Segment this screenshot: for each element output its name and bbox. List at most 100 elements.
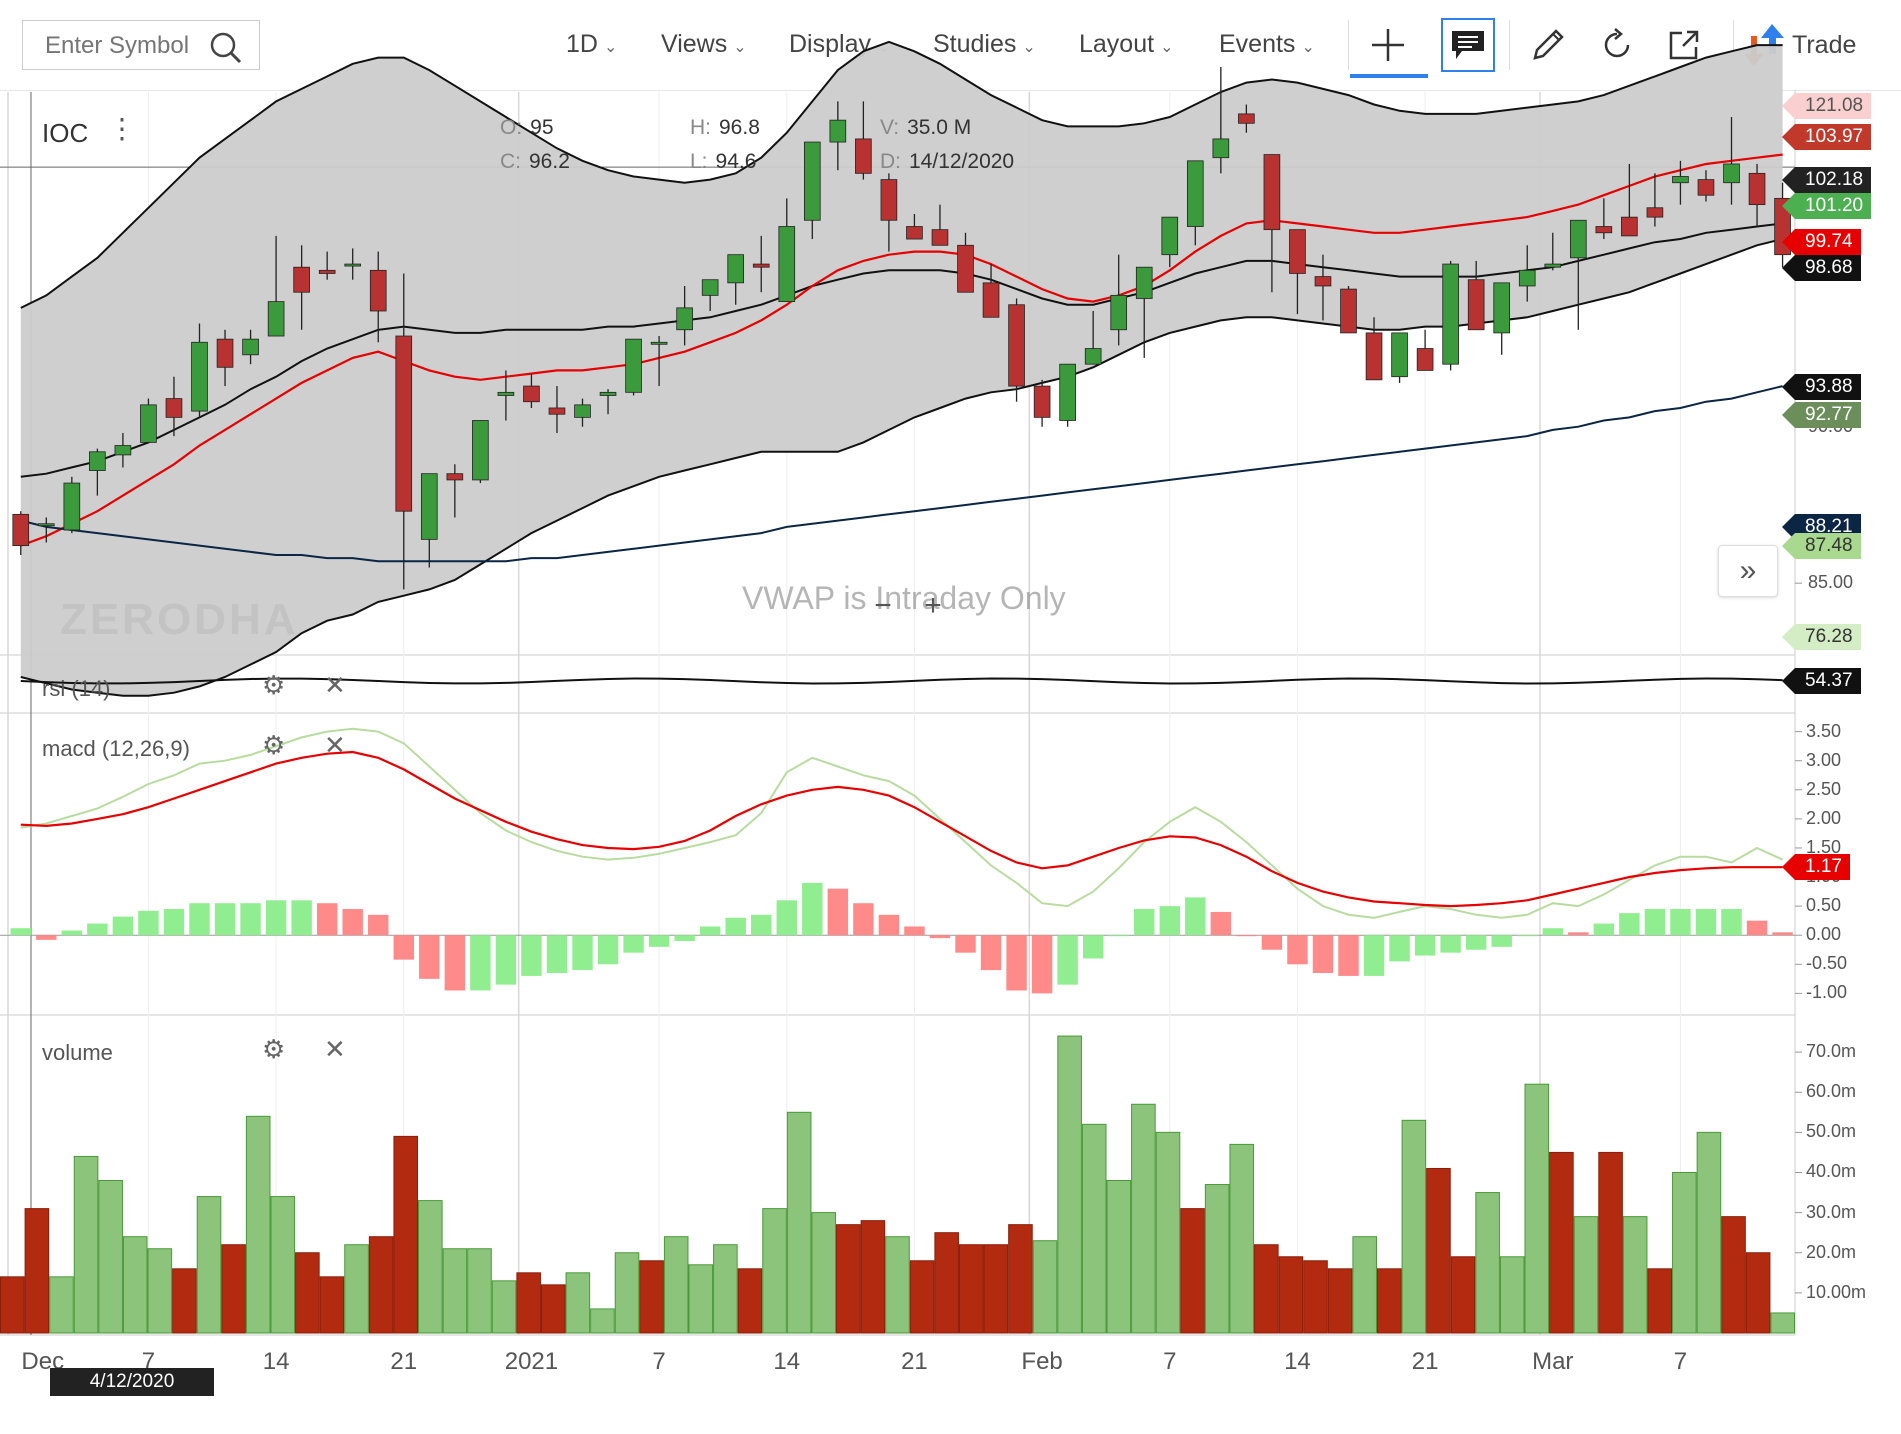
rsi-close-icon[interactable]: ✕ (324, 670, 346, 700)
candle-up (114, 445, 132, 456)
macd-histogram-bar (61, 930, 83, 936)
x-tick-label: 2021 (504, 1348, 559, 1375)
volume-bar (909, 1260, 935, 1334)
macd-histogram-bar (1440, 935, 1461, 953)
volume-bar (1450, 1256, 1476, 1334)
volume-bar (1721, 1216, 1746, 1334)
candle-down (165, 398, 183, 418)
volume-bar (491, 1280, 517, 1334)
x-tick-label: 21 (1411, 1348, 1439, 1375)
volume-bar (1303, 1260, 1328, 1334)
candle-up (1672, 176, 1689, 184)
symbol-search-box[interactable] (22, 20, 260, 70)
crosshair-button[interactable] (1361, 18, 1415, 72)
macd-settings-icon[interactable]: ⚙ (262, 730, 286, 760)
macd-histogram-bar (572, 935, 593, 971)
search-icon[interactable] (209, 31, 243, 70)
macd-histogram-bar (1338, 935, 1359, 976)
candle-up (1212, 138, 1230, 159)
volume-tick-label: 40.0m (1806, 1161, 1857, 1182)
volume-tick-label: 50.0m (1806, 1121, 1857, 1142)
macd-histogram-bar (1695, 909, 1717, 936)
macd-histogram-bar (1210, 911, 1232, 936)
macd-histogram-bar (802, 882, 823, 936)
interval-label: 1D (566, 30, 598, 58)
volume-bar (24, 1208, 50, 1334)
macd-histogram-bar (1159, 906, 1180, 936)
macd-histogram-bar (393, 935, 414, 960)
macd-signal-line (20, 727, 1784, 919)
volume-bar (221, 1244, 246, 1334)
x-tick-label: 14 (262, 1348, 290, 1375)
candle-up (140, 404, 157, 443)
macd-histogram-bar (878, 914, 900, 936)
candle-down (1467, 279, 1485, 331)
expand-button[interactable]: » (1718, 545, 1778, 597)
layout-menu[interactable]: Layout ⌄ (1079, 30, 1173, 59)
candle-down (12, 513, 30, 547)
events-menu[interactable]: Events ⌄ (1219, 30, 1315, 59)
rsi-settings-icon[interactable]: ⚙ (262, 670, 286, 700)
legend-close: C: 96.2 (500, 150, 570, 173)
volume-bar (1106, 1180, 1132, 1334)
trade-button[interactable]: Trade (1742, 18, 1872, 72)
candle-down (1289, 229, 1306, 274)
candle-up (1186, 160, 1204, 227)
volume-bar (1057, 1035, 1082, 1334)
macd-histogram-bar (1670, 909, 1691, 936)
macd-histogram-bar (214, 903, 236, 936)
macd-histogram-bar (1772, 932, 1793, 936)
volume-panel-title: volume (42, 1040, 113, 1065)
candle-up (420, 473, 438, 540)
candle-up (1059, 363, 1076, 421)
macd-histogram-bar (470, 935, 491, 991)
candle-down (1621, 216, 1638, 237)
studies-menu[interactable]: Studies ⌄ (933, 30, 1036, 59)
volume-bar (73, 1155, 99, 1334)
volume-bar (196, 1196, 222, 1334)
candle-down (1263, 154, 1281, 231)
candle-down (982, 282, 1000, 318)
zoom-in-button[interactable]: + (924, 589, 942, 622)
macd-histogram-bar (751, 914, 772, 936)
refresh-icon (1604, 28, 1630, 58)
crosshair-active-indicator (1350, 74, 1428, 78)
popout-button[interactable] (1657, 18, 1711, 72)
views-menu[interactable]: Views ⌄ (661, 30, 747, 59)
x-tick-label: Feb (1021, 1348, 1063, 1375)
bollinger-middle-line (20, 222, 1783, 478)
pencil-icon (1533, 29, 1564, 60)
symbol-search-input[interactable] (43, 30, 207, 62)
macd-histogram-bar (827, 888, 849, 936)
crosshair-icon (1372, 29, 1404, 61)
toolbar-divider (1733, 20, 1734, 70)
interval-dropdown[interactable]: 1D ⌄ (566, 30, 617, 59)
macd-histogram-bar (1363, 935, 1385, 976)
candle-down (548, 407, 566, 415)
volume-bar (122, 1236, 148, 1334)
candle-up (727, 254, 745, 284)
draw-button[interactable] (1521, 18, 1575, 72)
macd-close-icon[interactable]: ✕ (324, 730, 346, 760)
volume-bar (1647, 1268, 1673, 1334)
bollinger-band-fill (20, 41, 1783, 696)
volume-bar (713, 1244, 738, 1334)
macd-histogram-bar (419, 935, 440, 979)
macd-tick-label: 2.00 (1806, 807, 1842, 828)
macd-histogram-bar (1082, 935, 1104, 959)
macd-histogram-bar (725, 917, 746, 936)
volume-bar (98, 1180, 123, 1334)
zoom-controls: − + (858, 589, 958, 622)
comment-button[interactable] (1441, 18, 1495, 72)
macd-histogram-bar (1287, 935, 1308, 965)
display-label: Display (789, 30, 871, 58)
symbol-menu-icon[interactable]: ⋮ (108, 113, 136, 144)
reset-button[interactable] (1590, 18, 1644, 72)
volume-bar (1426, 1167, 1451, 1334)
volume-close-icon[interactable]: ✕ (324, 1034, 346, 1064)
zoom-out-button[interactable]: − (874, 589, 892, 622)
legend-date: D: 14/12/2020 (880, 150, 1015, 173)
volume-settings-icon[interactable]: ⚙ (262, 1034, 286, 1064)
volume-bar (442, 1248, 468, 1334)
